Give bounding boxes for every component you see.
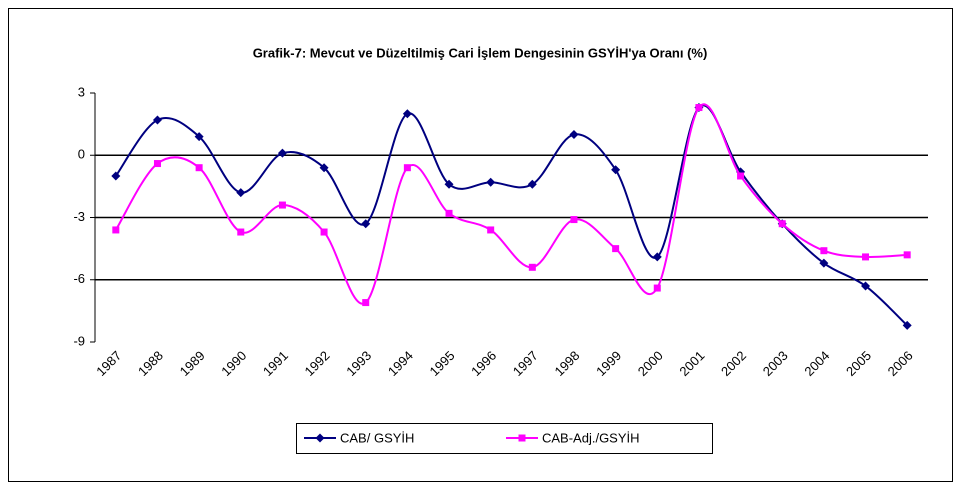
legend-label: CAB/ GSYİH xyxy=(340,430,414,445)
marker xyxy=(778,220,786,228)
marker xyxy=(315,433,325,443)
marker xyxy=(612,245,620,253)
marker xyxy=(278,201,286,209)
marker xyxy=(518,434,526,442)
marker xyxy=(237,228,245,236)
marker xyxy=(570,216,578,224)
marker xyxy=(319,163,329,173)
marker xyxy=(902,320,912,330)
marker xyxy=(737,172,745,180)
legend-box xyxy=(296,423,713,454)
legend-label: CAB-Adj./GSYİH xyxy=(542,430,640,445)
marker xyxy=(527,179,537,189)
y-tick-label: 0 xyxy=(78,147,85,162)
y-tick-label: -3 xyxy=(73,209,85,224)
marker xyxy=(361,219,371,229)
marker xyxy=(903,251,911,259)
marker xyxy=(362,299,370,307)
marker xyxy=(152,115,162,125)
marker xyxy=(444,179,454,189)
marker xyxy=(112,226,120,234)
marker xyxy=(445,209,453,217)
marker xyxy=(820,247,828,255)
y-tick-label: -9 xyxy=(73,333,85,348)
marker xyxy=(528,263,536,271)
series-line xyxy=(114,103,908,305)
marker xyxy=(195,164,203,172)
chart-frame xyxy=(8,8,953,482)
marker xyxy=(153,160,161,168)
y-tick-label: 3 xyxy=(78,84,85,99)
marker xyxy=(487,226,495,234)
marker xyxy=(236,188,246,198)
marker xyxy=(402,109,412,119)
marker xyxy=(194,132,204,142)
y-tick-label: -6 xyxy=(73,271,85,286)
marker xyxy=(861,281,871,291)
marker xyxy=(695,104,703,112)
marker xyxy=(652,252,662,262)
chart-title: Grafik-7: Mevcut ve Düzeltilmiş Cari İşl… xyxy=(253,45,708,60)
marker xyxy=(611,165,621,175)
marker xyxy=(819,258,829,268)
marker xyxy=(403,164,411,172)
marker xyxy=(320,228,328,236)
marker xyxy=(486,177,496,187)
marker xyxy=(569,130,579,139)
marker xyxy=(277,148,287,158)
marker xyxy=(111,171,121,181)
marker xyxy=(862,253,870,261)
marker xyxy=(653,284,661,292)
series-line xyxy=(115,104,908,327)
